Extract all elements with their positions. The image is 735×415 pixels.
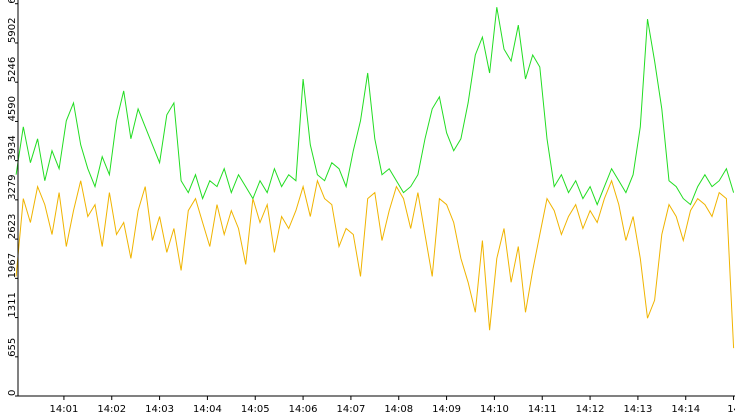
y-tick-label: 6558 [7, 0, 18, 4]
x-tick-label: 14:14 [671, 404, 700, 415]
y-tick-label: 1311 [7, 292, 18, 317]
x-tick-label: 14:07 [336, 404, 365, 415]
x-tick-label: 14:06 [289, 404, 318, 415]
y-tick-label: 655 [7, 338, 18, 357]
x-tick-label: 14:10 [480, 404, 509, 415]
line-series [15, 178, 735, 349]
line-series [15, 7, 735, 206]
x-tick-label: 14:12 [576, 404, 605, 415]
x-tick-label: 14:02 [97, 404, 126, 415]
x-tick-label: 14:05 [241, 404, 270, 415]
x-tick-label: 14:13 [623, 404, 652, 415]
y-tick-label: 0 [7, 390, 18, 396]
y-tick-label: 5902 [7, 17, 18, 42]
x-tick-label: 14:08 [384, 404, 413, 415]
x-tick-label: 14:09 [432, 404, 461, 415]
y-tick-label: 5246 [7, 57, 18, 82]
y-tick-label: 2623 [7, 214, 18, 239]
y-tick-label: 3934 [7, 135, 18, 160]
x-tick-label: 14:03 [145, 404, 174, 415]
y-tick-label: 3279 [7, 174, 18, 199]
y-tick-label: 1967 [7, 253, 18, 278]
y-tick-label: 4590 [7, 96, 18, 121]
x-tick-label: 14:04 [193, 404, 222, 415]
x-tick-label: 14:01 [50, 404, 79, 415]
x-tick-label: 14 [727, 404, 735, 415]
x-tick-label: 14:11 [528, 404, 557, 415]
